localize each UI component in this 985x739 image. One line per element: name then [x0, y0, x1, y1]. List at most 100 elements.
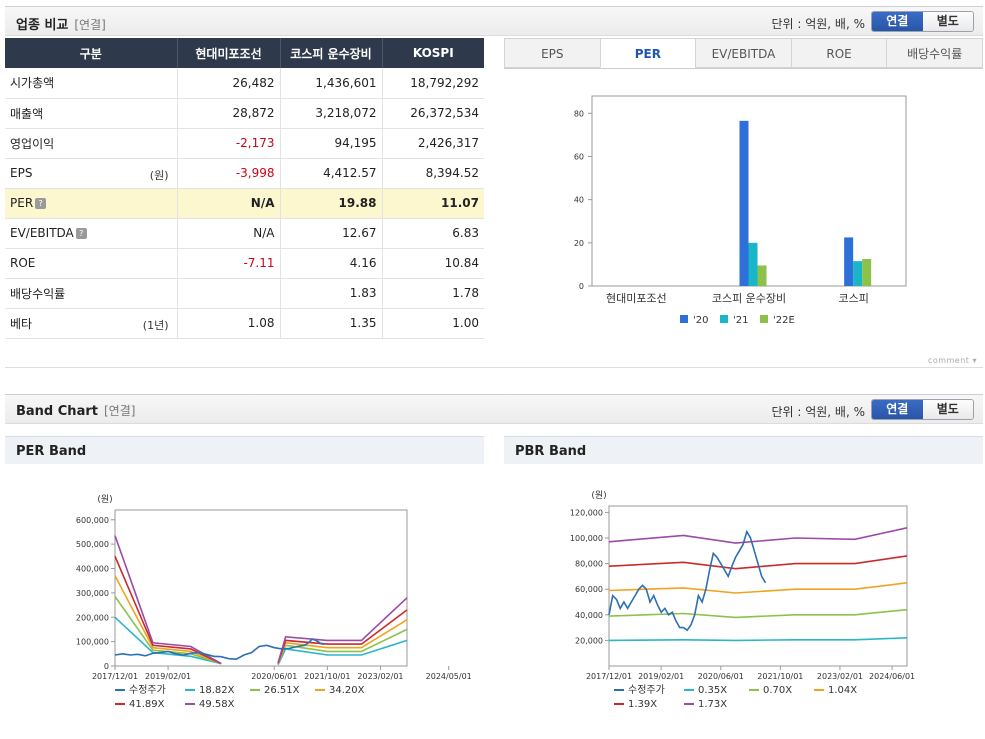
- row-label-text: ROE: [10, 256, 36, 270]
- industry-compare-header: 업종 비교 [연결] 단위 : 억원, 배, % 연결 별도: [5, 6, 983, 36]
- series-line-수정주가: [608, 529, 767, 632]
- row-label-text: EV/EBITDA: [10, 226, 74, 240]
- x-tick-label: 2023/02/01: [357, 672, 403, 681]
- band-basis-label: [연결]: [103, 404, 136, 418]
- bar-'21: [748, 242, 758, 286]
- table-cell: 26,482: [177, 68, 281, 99]
- y-tick-label: 0: [579, 282, 584, 291]
- band-basis-toggle[interactable]: 연결 별도: [871, 399, 974, 420]
- y-tick-label: 120,000: [570, 508, 603, 517]
- row-label: 베타 (1년): [5, 308, 178, 339]
- table-cell: 6.83: [382, 218, 484, 249]
- y-tick-label: 40: [574, 196, 584, 205]
- row-label-text: 매출액: [10, 106, 44, 121]
- table-row: EPS (원) -3,998 4,412.57 8,394.52: [5, 158, 484, 189]
- tab-1[interactable]: PER: [599, 38, 696, 68]
- row-label: EPS (원): [5, 158, 178, 189]
- band-consolidated-button[interactable]: 연결: [872, 400, 923, 419]
- table-cell: 11.07: [382, 188, 484, 219]
- per-band-header: PER Band: [5, 436, 484, 464]
- y-tick-label: 100,000: [570, 534, 603, 543]
- row-label: ROE: [5, 248, 178, 279]
- series-line-34.20X: [114, 575, 222, 665]
- comment-divider: comment ▾: [5, 354, 983, 368]
- series-line-0.35X: [608, 637, 908, 642]
- table-cell: -3,998: [177, 158, 281, 189]
- y-tick-label: 0: [104, 662, 109, 671]
- table-row: 영업이익 -2,173 94,195 2,426,317: [5, 128, 484, 159]
- table-cell: 1,436,601: [280, 68, 383, 99]
- x-tick-label: 2020/06/01: [251, 672, 297, 681]
- table-cell: 28,872: [177, 98, 281, 129]
- industry-unit-text: 단위 : 억원, 배, %: [771, 17, 865, 31]
- row-label: 매출액: [5, 98, 178, 129]
- tab-0[interactable]: EPS: [504, 38, 600, 68]
- x-tick-label: 2024/06/01: [869, 672, 915, 681]
- y-unit-label: (원): [591, 490, 606, 501]
- table-cell: 3,218,072: [280, 98, 383, 129]
- bar-'20: [739, 120, 749, 286]
- row-label: PER?: [5, 188, 178, 219]
- row-unit: (1년): [142, 318, 169, 332]
- table-cell: 1.83: [280, 278, 383, 309]
- y-tick-label: 100,000: [76, 638, 109, 647]
- y-tick-label: 500,000: [76, 540, 109, 549]
- help-icon[interactable]: ?: [75, 228, 87, 239]
- table-row: 시가총액 26,482 1,436,601 18,792,292: [5, 68, 484, 99]
- y-tick-label: 60,000: [575, 585, 603, 594]
- series-line-1.73X: [608, 527, 908, 544]
- y-tick-label: 200,000: [76, 613, 109, 622]
- bar-'22E: [862, 259, 872, 286]
- tab-4[interactable]: 배당수익률: [886, 38, 983, 68]
- y-tick-label: 20,000: [575, 636, 603, 645]
- legend-label: 0.70X: [763, 685, 792, 696]
- table-cell: 26,372,534: [382, 98, 484, 129]
- x-tick-label: 2021/10/01: [304, 672, 350, 681]
- x-tick-label: 2017/12/01: [586, 672, 632, 681]
- table-cell: 4.16: [280, 248, 383, 279]
- row-label: 시가총액: [5, 68, 178, 99]
- per-compare-chart: 0 20 40 60 80 현대미포조선 코스피 운수장비 코스피 '20 '21 '22E: [574, 95, 907, 326]
- row-label: 영업이익: [5, 128, 178, 159]
- y-tick-label: 40,000: [575, 611, 603, 620]
- comment-toggle[interactable]: comment ▾: [927, 356, 977, 365]
- table-cell: N/A: [177, 188, 281, 219]
- row-label-text: PER: [10, 196, 34, 210]
- x-tick-label: 2017/12/01: [92, 672, 138, 681]
- legend-label: 수정주가: [129, 684, 166, 696]
- help-icon[interactable]: ?: [35, 198, 47, 209]
- y-unit-label: (원): [97, 494, 112, 505]
- table-cell: 10.84: [382, 248, 484, 279]
- table-cell: -2,173: [177, 128, 281, 159]
- row-label: EV/EBITDA?: [5, 218, 178, 249]
- legend-swatch: [760, 315, 768, 323]
- row-label-text: 시가총액: [10, 76, 55, 91]
- band-separate-button[interactable]: 별도: [922, 400, 973, 419]
- legend-label: '22E: [773, 315, 795, 326]
- legend-label: 1.39X: [628, 699, 657, 710]
- band-chart-title: Band Chart [연결]: [16, 404, 136, 419]
- table-row: 베타 (1년) 1.08 1.35 1.00: [5, 308, 484, 339]
- industry-compare-table: 구분 현대미포조선 코스피 운수장비 KOSPI 시가총액 26,482 1,436…: [5, 38, 484, 339]
- y-tick-label: 60: [574, 152, 584, 161]
- y-tick-label: 80,000: [575, 560, 603, 569]
- table-cell: 1.00: [382, 308, 484, 339]
- y-tick-label: 20: [574, 239, 584, 248]
- tab-2[interactable]: EV/EBITDA: [695, 38, 791, 68]
- column-header: 코스피 운수장비: [280, 38, 383, 68]
- separate-button[interactable]: 별도: [922, 12, 973, 31]
- x-tick-label: 코스피 운수장비: [712, 292, 786, 305]
- legend-label: 수정주가: [628, 684, 665, 696]
- per-band-chart: (원) 0 100,000 200,000 300,000 400,000 500,000 6…: [76, 494, 472, 710]
- column-header: 구분: [5, 38, 178, 68]
- table-cell: 19.88: [280, 188, 383, 219]
- table-cell: N/A: [177, 218, 281, 249]
- x-tick-label: 2024/05/01: [426, 672, 472, 681]
- consolidated-button[interactable]: 연결: [872, 12, 923, 31]
- series-line-1.04X: [608, 582, 908, 594]
- table-row: EV/EBITDA? N/A 12.67 6.83: [5, 218, 484, 249]
- per-band-title: PER Band: [16, 444, 87, 459]
- industry-basis-toggle[interactable]: 연결 별도: [871, 11, 974, 32]
- table-row: 매출액 28,872 3,218,072 26,372,534: [5, 98, 484, 129]
- tab-3[interactable]: ROE: [790, 38, 887, 68]
